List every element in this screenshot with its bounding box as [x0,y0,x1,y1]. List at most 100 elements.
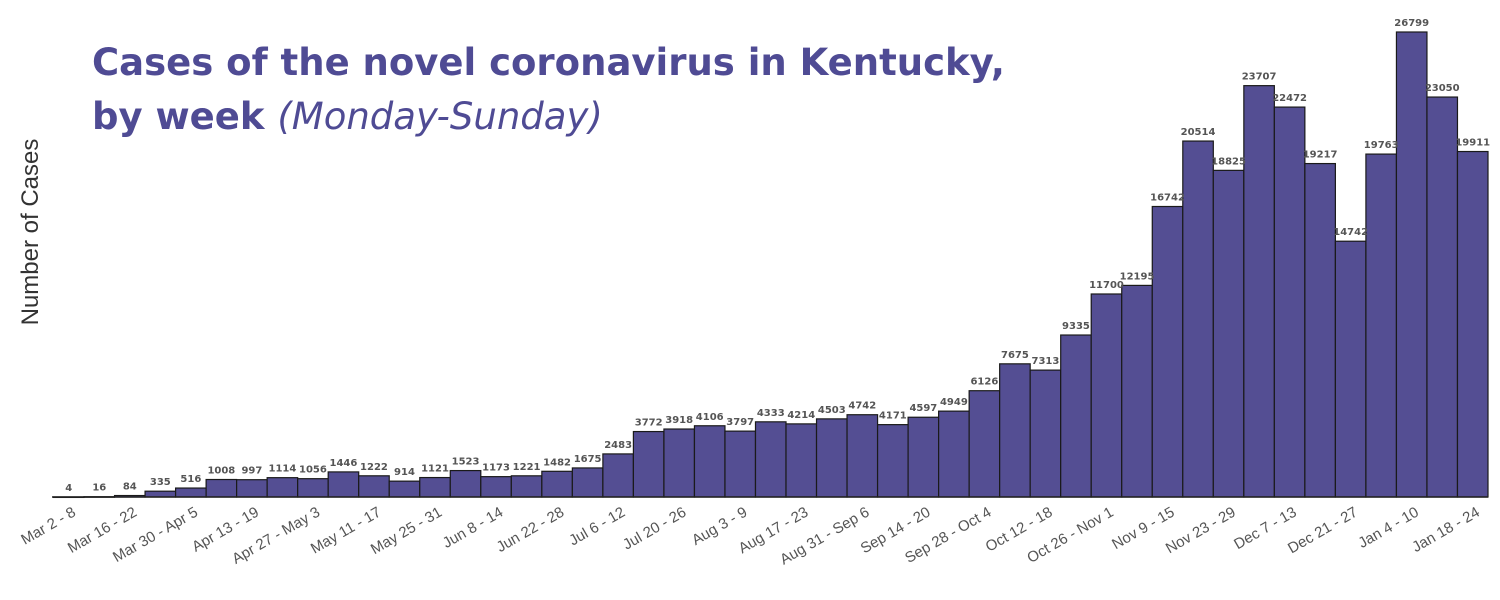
x-tick-label: Dec 21 - 27 [1285,504,1361,557]
value-label: 997 [241,466,262,477]
bar [1090,293,1123,498]
bar [1243,85,1275,498]
chart-title-italic: (Monday-Sunday) [277,95,603,138]
value-label: 1221 [513,462,541,473]
value-label: 2483 [604,440,632,451]
value-label: 1222 [360,462,388,473]
bar [571,467,604,498]
bar [663,428,696,498]
value-label: 1121 [421,464,449,475]
bar [1456,150,1489,498]
value-label: 4333 [757,408,785,419]
chart-title-bold: by week [92,95,265,138]
bar [449,469,482,498]
bar [174,487,207,498]
bar [1151,205,1184,498]
bar [1182,140,1214,498]
bar [815,418,848,498]
bar [602,453,635,498]
value-label: 14742 [1333,227,1368,238]
bar [938,410,970,498]
value-label: 4171 [879,411,907,422]
bars-group [52,31,1489,499]
bar [968,390,1001,498]
value-label: 914 [394,467,415,478]
value-label: 4214 [787,410,815,421]
bar [266,477,299,498]
chart-title-line2: by week (Monday-Sunday) [92,90,1005,144]
value-label: 1482 [543,457,571,468]
bar [419,476,451,498]
bar [1029,369,1062,498]
value-label: 1675 [574,454,602,465]
bar [1365,153,1398,498]
value-label: 22472 [1272,93,1307,104]
value-label: 18825 [1211,156,1246,167]
value-label: 16 [92,483,106,494]
value-label: 12195 [1120,271,1155,282]
value-label: 19217 [1303,150,1338,161]
value-label: 19763 [1364,140,1399,151]
bar [1304,162,1336,498]
value-label: 9335 [1062,321,1090,332]
value-label: 84 [123,482,137,493]
value-label: 335 [150,477,171,488]
value-label: 1008 [207,466,235,477]
bar [236,479,268,498]
bar [632,430,665,498]
x-tick-label: Jun 22 - 28 [494,504,568,556]
value-label: 1114 [268,464,296,475]
value-label: 3772 [635,418,663,429]
value-label: 4597 [909,403,937,414]
value-label: 4742 [848,401,876,412]
value-label: 1446 [330,458,358,469]
bar [510,475,543,498]
bar [297,478,329,498]
value-label: 1173 [482,463,510,474]
value-label: 23707 [1242,72,1277,83]
value-label: 6126 [970,377,998,388]
bar [1426,96,1459,498]
bar [358,475,390,498]
value-label: 3918 [665,415,693,426]
x-tick-label: Jul 20 - 26 [620,504,689,554]
bar [1212,169,1245,498]
bar [999,363,1031,498]
bar [1121,284,1153,498]
bar [1060,334,1092,498]
value-label: 516 [180,474,201,485]
bar [541,470,573,498]
bar [1334,240,1367,498]
value-label: 26799 [1394,18,1429,29]
bar [388,480,421,498]
bar [846,414,879,498]
value-label: 1523 [452,457,480,468]
value-label: 3797 [726,417,754,428]
value-label: 4503 [818,405,846,416]
value-label: 4949 [940,397,968,408]
value-label: 11700 [1089,280,1124,291]
bar [693,425,726,498]
value-label: 4106 [696,412,724,423]
x-tick-label: Jul 6 - 12 [566,504,628,550]
bar [480,476,512,498]
value-label: 23050 [1425,83,1460,94]
value-label: 7675 [1001,350,1029,361]
bar [205,478,238,498]
chart-title: Cases of the novel coronavirus in Kentuc… [92,36,1005,144]
bar [754,421,787,498]
chart-title-line1: Cases of the novel coronavirus in Kentuc… [92,41,1005,84]
bar [876,424,909,498]
value-label: 7313 [1032,356,1060,367]
bar [144,490,177,498]
x-tick-label: Nov 23 - 29 [1163,504,1239,557]
x-tick-label: Jan 18 - 24 [1409,504,1483,556]
value-label: 19911 [1455,138,1490,149]
bar [724,430,757,498]
value-label: 1056 [299,465,327,476]
value-label: 16742 [1150,193,1185,204]
bar [785,423,818,498]
